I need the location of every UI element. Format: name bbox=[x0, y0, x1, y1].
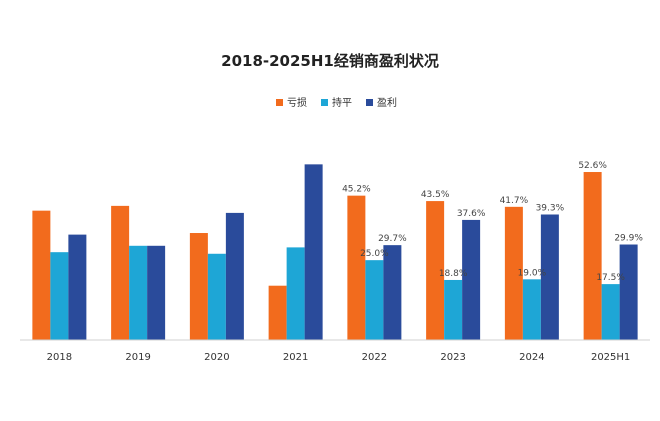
legend-swatch-1 bbox=[276, 99, 283, 106]
data-label-2025H1-3: 29.9% bbox=[614, 234, 643, 244]
x-tick-label-2018: 2018 bbox=[47, 352, 72, 363]
bar-2023-1 bbox=[426, 201, 445, 340]
data-labels: 45.2% 25.0% 29.7% 43.5% 18.8% 37.6% 41.7% 19.0%… bbox=[342, 161, 643, 283]
bars-group bbox=[32, 164, 638, 340]
bar-2022-3 bbox=[383, 245, 402, 340]
bar-2021-1 bbox=[268, 285, 287, 340]
data-label-2022-1: 45.2% bbox=[342, 185, 371, 195]
bar-2022-1 bbox=[347, 195, 366, 340]
data-label-2025H1-2: 17.5% bbox=[596, 273, 625, 283]
legend-label-3: 盈利 bbox=[377, 97, 397, 109]
bar-2023-2 bbox=[444, 279, 463, 340]
legend-label-2: 持平 bbox=[332, 96, 352, 109]
data-label-2024-2: 19.0% bbox=[518, 268, 547, 278]
bar-2021-3 bbox=[304, 164, 323, 340]
bar-2019-1 bbox=[111, 205, 130, 340]
x-tick-label-2025H1: 2025H1 bbox=[591, 352, 630, 363]
x-tick-label-2020: 2020 bbox=[204, 352, 229, 363]
x-tick-label-2022: 2022 bbox=[362, 352, 387, 363]
bar-2020-2 bbox=[207, 253, 226, 340]
data-label-2023-2: 18.8% bbox=[439, 269, 468, 279]
bar-2021-2 bbox=[286, 247, 305, 340]
x-tick-label-2023: 2023 bbox=[440, 352, 465, 363]
bar-2018-1 bbox=[32, 210, 51, 340]
bar-2022-2 bbox=[365, 260, 384, 340]
bar-2024-3 bbox=[540, 214, 559, 340]
data-label-2024-1: 41.7% bbox=[500, 196, 529, 206]
bar-2025H1-3 bbox=[619, 244, 638, 340]
chart-title: 2018-2025H1经销商盈利状况 bbox=[221, 52, 439, 70]
data-label-2024-3: 39.3% bbox=[536, 203, 565, 213]
legend-label-1: 亏损 bbox=[287, 96, 307, 109]
bar-2019-2 bbox=[129, 245, 148, 340]
bar-2024-1 bbox=[504, 206, 523, 340]
bar-2025H1-2 bbox=[601, 284, 620, 340]
x-tick-label-2019: 2019 bbox=[125, 352, 150, 363]
bar-2018-3 bbox=[68, 234, 87, 340]
data-label-2023-1: 43.5% bbox=[421, 190, 450, 200]
bar-2024-2 bbox=[522, 279, 541, 340]
x-tick-label-2021: 2021 bbox=[283, 352, 308, 363]
bar-2020-3 bbox=[225, 212, 244, 340]
legend: 亏损 持平 盈利 bbox=[276, 96, 397, 109]
bar-2020-1 bbox=[189, 233, 208, 340]
bar-2019-3 bbox=[147, 245, 166, 340]
data-label-2022-2: 25.0% bbox=[360, 249, 389, 259]
legend-swatch-2 bbox=[321, 99, 328, 106]
x-tick-label-2024: 2024 bbox=[519, 352, 544, 363]
legend-swatch-3 bbox=[366, 99, 373, 106]
bar-2025H1-1 bbox=[583, 172, 602, 340]
data-label-2023-3: 37.6% bbox=[457, 209, 486, 219]
data-label-2022-3: 29.7% bbox=[378, 234, 407, 244]
bar-2018-2 bbox=[50, 252, 69, 340]
x-tick-labels: 2018 2019 2020 2021 2022 2023 2024 2025H1 bbox=[47, 352, 631, 363]
data-label-2025H1-1: 52.6% bbox=[578, 161, 607, 171]
bar-2023-3 bbox=[462, 219, 481, 340]
